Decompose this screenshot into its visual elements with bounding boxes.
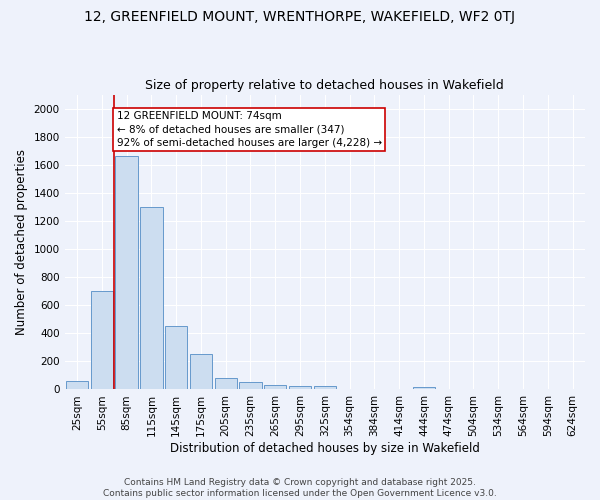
Bar — [289, 386, 311, 390]
Text: Contains HM Land Registry data © Crown copyright and database right 2025.
Contai: Contains HM Land Registry data © Crown c… — [103, 478, 497, 498]
Bar — [264, 384, 286, 390]
Title: Size of property relative to detached houses in Wakefield: Size of property relative to detached ho… — [145, 79, 504, 92]
Bar — [165, 326, 187, 390]
Bar — [239, 382, 262, 390]
Text: 12, GREENFIELD MOUNT, WRENTHORPE, WAKEFIELD, WF2 0TJ: 12, GREENFIELD MOUNT, WRENTHORPE, WAKEFI… — [85, 10, 515, 24]
Y-axis label: Number of detached properties: Number of detached properties — [15, 149, 28, 335]
Bar — [140, 207, 163, 390]
Bar — [314, 386, 336, 390]
Bar — [91, 291, 113, 390]
Bar — [190, 354, 212, 390]
Bar — [115, 156, 138, 390]
Bar — [215, 378, 237, 390]
X-axis label: Distribution of detached houses by size in Wakefield: Distribution of detached houses by size … — [170, 442, 480, 455]
Bar — [413, 388, 435, 390]
Text: 12 GREENFIELD MOUNT: 74sqm
← 8% of detached houses are smaller (347)
92% of semi: 12 GREENFIELD MOUNT: 74sqm ← 8% of detac… — [117, 112, 382, 148]
Bar — [66, 381, 88, 390]
